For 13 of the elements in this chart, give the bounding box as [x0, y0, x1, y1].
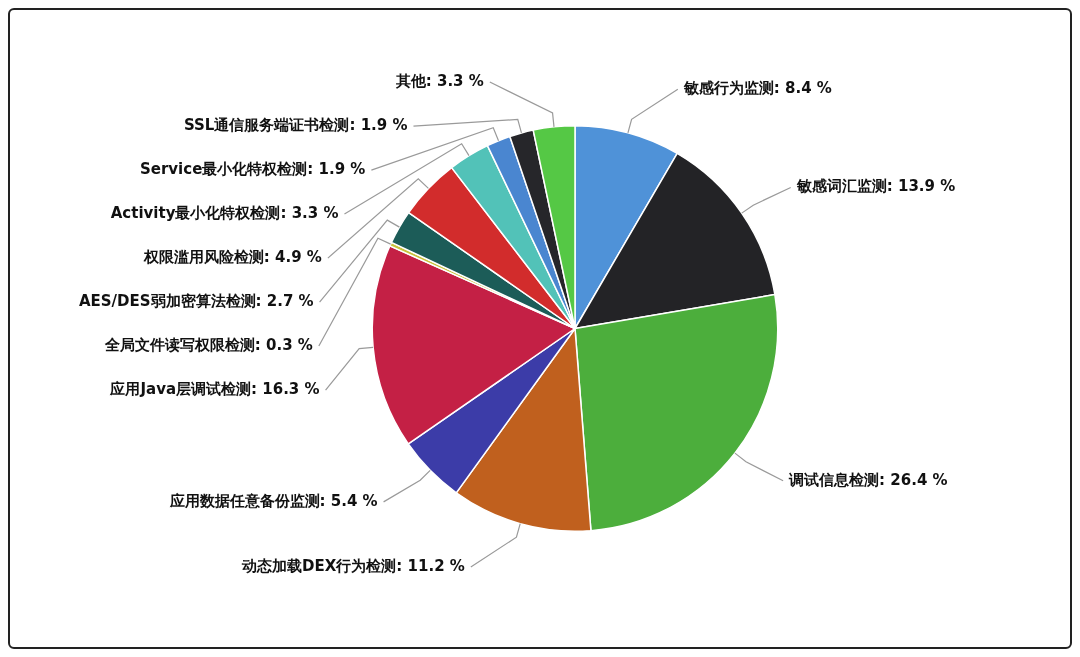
slice-label: 权限滥用风险检测: 4.9 %: [142, 247, 322, 266]
slice-label: 动态加载DEX行为检测: 11.2 %: [241, 556, 465, 575]
slice-label: 敏感行为监测: 8.4 %: [682, 79, 832, 98]
slice-label: Service最小化特权检测: 1.9 %: [139, 159, 366, 178]
slice-label: 应用数据任意备份监测: 5.4 %: [168, 491, 378, 510]
slice-label: 调试信息检测: 26.4 %: [788, 470, 948, 489]
slice-label: 其他: 3.3 %: [394, 71, 484, 90]
slice-label: 敏感词汇监测: 13.9 %: [795, 177, 956, 196]
slice-label: 应用Java层调试检测: 16.3 %: [109, 379, 320, 398]
slice-label: Activity最小化特权检测: 3.3 %: [110, 203, 339, 222]
slice-label: AES/DES弱加密算法检测: 2.7 %: [78, 291, 314, 310]
slice-label: SSL通信服务端证书检测: 1.9 %: [183, 115, 408, 134]
slice-label: 全局文件读写权限检测: 0.3 %: [103, 335, 313, 354]
